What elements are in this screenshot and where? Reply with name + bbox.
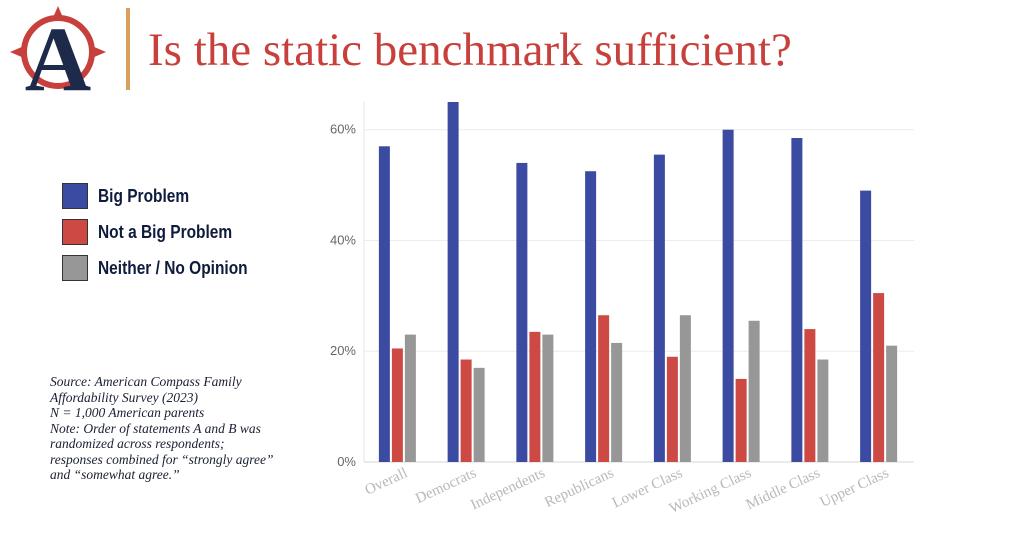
legend-label: Neither / No Opinion [98,257,248,278]
bar-big-problem [378,146,390,463]
legend-label: Big Problem [98,185,190,206]
legend-item-not-big-problem: Not a Big Problem [62,214,272,250]
x-tick-label: Middle Class [744,465,823,513]
bar-big-problem [860,190,872,462]
bar-big-problem [791,138,803,462]
legend-swatch-not-big-problem [62,219,88,245]
page-title: Is the static benchmark sufficient? [148,24,792,76]
source-line: Source: American Compass Family Affordab… [50,374,242,405]
legend-item-big-problem: Big Problem [62,178,272,214]
legend-swatch-neither [62,255,88,281]
bar-not-a-big-problem [873,293,885,462]
bar-not-a-big-problem [529,331,541,462]
methodology-note-line: Note: Order of statements A and B was ra… [50,420,274,483]
x-tick-label: Independents [468,465,547,513]
y-tick-label: 20% [330,343,356,358]
legend-swatch-big-problem [62,183,88,209]
sample-size-line: N = 1,000 American parents [50,405,205,420]
bar-neither-no-opinion [542,334,554,462]
x-tick-label: Upper Class [818,465,892,511]
bar-chart: 0%20%40%60%Overall DemocratsIndependentsR… [330,102,914,517]
logo-letter: A [25,8,91,96]
bar-neither-no-opinion [611,342,623,462]
bar-big-problem [653,154,665,462]
bar-neither-no-opinion [473,367,485,462]
bar-neither-no-opinion [679,315,691,462]
bar-neither-no-opinion [886,345,898,462]
bar-not-a-big-problem [804,329,816,462]
legend-item-neither: Neither / No Opinion [62,250,272,286]
y-tick-label: 0% [337,454,356,469]
title-divider [126,8,130,90]
american-compass-logo: A [10,6,106,96]
compass-rose-icon [10,6,106,89]
legend-label: Not a Big Problem [98,221,233,242]
bar-big-problem [585,171,597,462]
x-tick-label: Republicans [542,465,616,511]
bar-big-problem [516,162,528,462]
bar-neither-no-opinion [817,359,829,462]
x-tick-label: Overall [363,465,411,499]
bar-not-a-big-problem [735,378,747,462]
y-tick-label: 40% [330,232,356,247]
bar-not-a-big-problem [666,356,678,462]
bar-neither-no-opinion [404,334,416,462]
bar-neither-no-opinion [748,320,760,462]
bar-not-a-big-problem [460,359,472,462]
y-tick-label: 60% [330,122,356,137]
bar-big-problem [722,129,734,462]
bar-not-a-big-problem [598,315,610,462]
chart-legend: Big Problem Not a Big Problem Neither / … [62,178,272,286]
source-note: Source: American Compass Family Affordab… [50,374,280,483]
bar-big-problem [447,102,459,462]
bar-not-a-big-problem [391,348,403,462]
